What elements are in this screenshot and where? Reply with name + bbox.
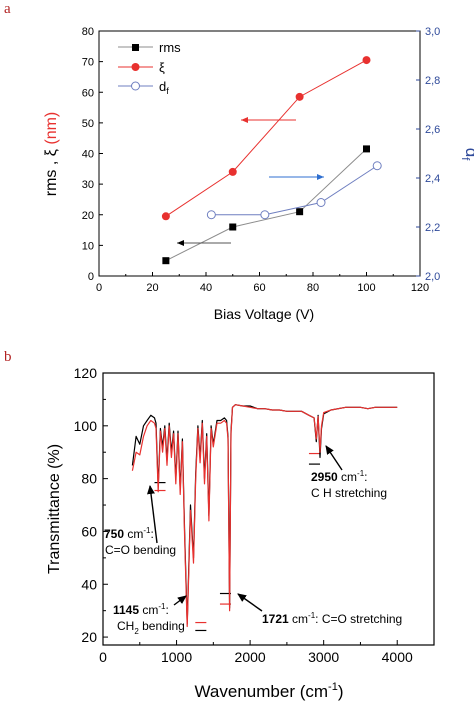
chart-a-right-tick-label: 2,2 (425, 222, 440, 234)
legend-marker-rms (132, 44, 139, 51)
svg-text:C H stretching: C H stretching (311, 486, 387, 500)
chart-a-right-tick-label: 2,0 (425, 271, 440, 283)
chart-b-x-tick-label: 1000 (161, 649, 192, 665)
chart-a-right-ticks: 2,0 2,2 2,4 2,6 2,8 3,0 (416, 26, 440, 283)
chart-b-y-tick-label: 40 (81, 576, 97, 592)
chart-a-x-axis-title: Bias Voltage (V) (214, 306, 314, 322)
chart-b-x-tick-label: 0 (99, 649, 107, 665)
panel-label-a: a (4, 1, 11, 17)
chart-b-y-tick-label: 60 (81, 523, 97, 539)
legend-label-df: df (159, 79, 169, 96)
df-point (316, 198, 326, 207)
chart-a: 0 20 40 60 80 100 120 0 10 20 30 40 50 60 70 80 2,0 2,2… (43, 26, 474, 322)
rms-point (363, 145, 370, 153)
chart-a-left-tick-label: 80 (82, 26, 94, 38)
arrow-1721 (237, 593, 263, 612)
chart-b-y-tick-label: 20 (81, 629, 97, 645)
chart-a-series (161, 56, 382, 265)
annotation-1145: 1145 cm-1: CH2 bending (113, 602, 185, 636)
chart-b-series (131, 404, 398, 628)
chart-b-x-axis-title: Wavenumber (cm-1) (195, 681, 344, 701)
svg-text:C=O bending: C=O bending (105, 543, 176, 557)
annotation-750: 750 cm-1: C=O bending (104, 526, 176, 557)
chart-a-right-tick-label: 2,4 (425, 173, 440, 185)
series-line-xi (165, 59, 367, 217)
rms-point (162, 257, 170, 265)
chart-a-left-tick-label: 0 (88, 271, 94, 283)
chart-a-right-axis-title: df (459, 148, 474, 161)
chart-a-right-tick-label: 2,8 (425, 75, 440, 87)
df-point (206, 210, 216, 220)
chart-a-left-tick-label: 70 (82, 57, 94, 69)
chart-a-left-tick-label: 40 (82, 149, 94, 161)
legend-label-rms: rms (159, 40, 181, 55)
chart-b-x-tick-label: 3000 (308, 649, 339, 665)
legend-marker-xi (131, 63, 140, 71)
xi-point (228, 167, 237, 176)
svg-text:1145 cm-1:: 1145 cm-1: (113, 602, 169, 617)
chart-a-x-tick-label: 100 (357, 282, 375, 294)
chart-b-x-tick-label: 4000 (382, 649, 413, 665)
chart-a-left-tick-label: 60 (82, 87, 94, 99)
chart-a-x-tick-label: 20 (146, 282, 158, 294)
chart-b-y-ticks: 20 40 60 80 100 120 (74, 365, 108, 645)
spectrum-black (131, 404, 398, 625)
rms-point (229, 223, 237, 231)
chart-a-legend: rms ξ df (118, 40, 181, 96)
chart-a-left-tick-label: 50 (82, 118, 94, 130)
arrow-1145 (173, 595, 187, 606)
legend-label-xi: ξ (159, 60, 165, 75)
spectrum-red (131, 404, 398, 628)
chart-b-x-tick-label: 2000 (235, 649, 266, 665)
series-line-df (211, 165, 378, 216)
series-line-rms (165, 148, 367, 262)
chart-a-left-tick-label: 20 (82, 210, 94, 222)
arrow-2950 (325, 445, 343, 471)
chart-a-x-tick-label: 120 (411, 282, 429, 294)
chart-a-x-tick-label: 0 (96, 282, 102, 294)
chart-a-right-tick-label: 3,0 (425, 26, 440, 38)
xi-point (161, 212, 170, 221)
annotation-1721: 1721 cm-1: C=O stretching (262, 611, 402, 626)
chart-a-x-tick-label: 80 (307, 282, 319, 294)
chart-b-y-tick-label: 120 (74, 365, 98, 381)
chart-a-x-ticks: 0 20 40 60 80 100 120 (96, 272, 429, 294)
df-point (260, 210, 270, 220)
chart-b-y-tick-label: 80 (81, 471, 97, 487)
chart-a-left-ticks: 0 10 20 30 40 50 60 70 80 (82, 26, 103, 283)
chart-a-left-axis-title: rms , ξ (nm) (43, 112, 60, 197)
legend-marker-df (131, 81, 140, 91)
annotation-2950: 2950 cm-1: C H stretching (311, 469, 387, 500)
chart-b-plot-frame (102, 372, 435, 646)
chart-a-left-tick-label: 10 (82, 240, 94, 252)
svg-text:750 cm-1:: 750 cm-1: (104, 526, 154, 541)
chart-b-y-axis-title: Transmittance (%) (46, 444, 63, 574)
chart-a-x-tick-label: 60 (253, 282, 265, 294)
chart-a-x-tick-label: 40 (200, 282, 212, 294)
chart-a-left-tick-label: 30 (82, 179, 94, 191)
svg-text:CH2 bending: CH2 bending (117, 619, 185, 636)
xi-point (362, 56, 371, 65)
panel-label-b: b (4, 349, 12, 365)
chart-b-y-tick-label: 100 (74, 418, 98, 434)
df-point (372, 161, 382, 171)
svg-text:2950 cm-1:: 2950 cm-1: (311, 469, 368, 484)
svg-text:1721 cm-1: C=O stretching: 1721 cm-1: C=O stretching (262, 611, 402, 626)
rms-point (296, 208, 304, 216)
chart-b: 0 1000 2000 3000 4000 20 40 60 80 100 120 750 cm-… (46, 365, 435, 701)
chart-a-right-tick-label: 2,6 (425, 124, 440, 136)
xi-point (295, 92, 304, 101)
arrow-750 (147, 485, 158, 544)
chart-a-plot-frame (98, 30, 421, 277)
chart-b-x-ticks: 0 1000 2000 3000 4000 (99, 640, 413, 665)
